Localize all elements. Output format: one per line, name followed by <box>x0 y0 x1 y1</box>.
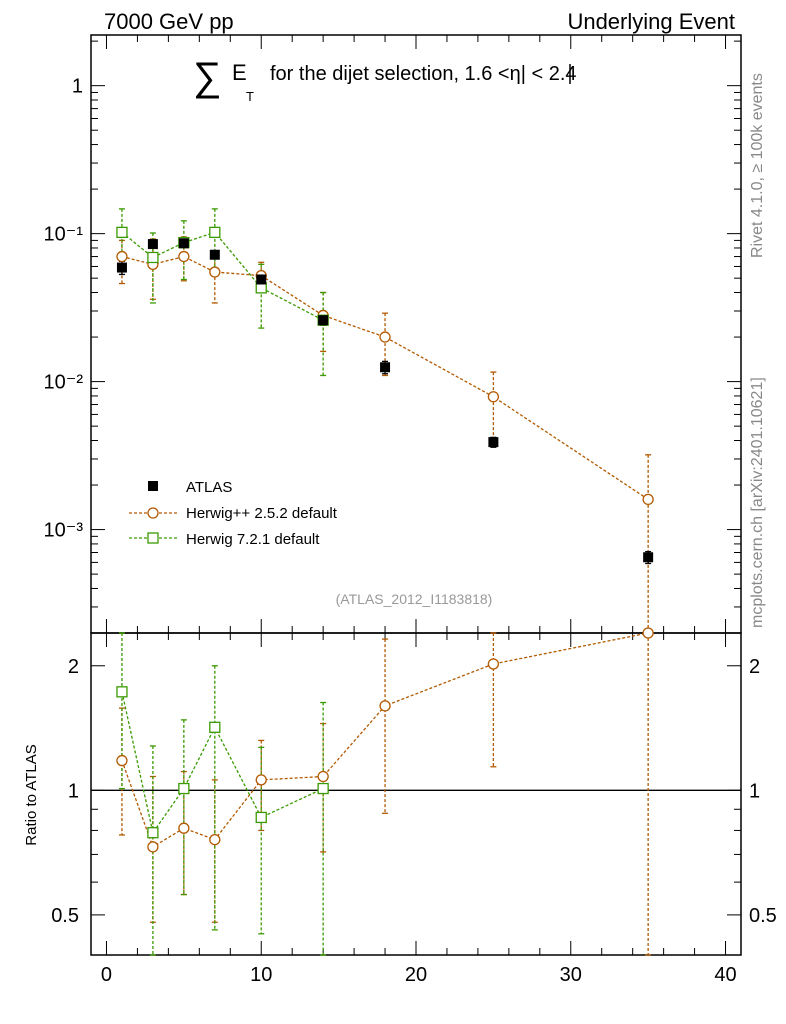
herwigpp-point <box>209 266 221 278</box>
y-tick-label: 1 <box>72 76 83 98</box>
ratio-herwigpp-point <box>178 822 190 834</box>
atlas-point <box>178 238 189 249</box>
herwig7-line <box>121 231 324 321</box>
ratio-ylabel: Ratio to ATLAS <box>23 744 40 845</box>
ratio-y-tick-label-right: 0.5 <box>749 905 777 927</box>
atlas-point <box>209 249 220 260</box>
title-t: T <box>246 89 254 104</box>
x-tick-label: 40 <box>714 964 736 986</box>
ratio-y-tick-label-left: 0.5 <box>51 905 79 927</box>
herwig7-point <box>209 226 221 239</box>
y-tick-label: 10⁻¹ <box>44 224 84 246</box>
herwigpp-point <box>178 250 190 263</box>
x-tick-label: 20 <box>405 964 427 986</box>
legend-label-herwigpp: Herwig++ 2.5.2 default <box>186 505 338 522</box>
x-tick-label: 30 <box>560 964 582 986</box>
atlas-point <box>116 262 127 273</box>
atlas-point <box>488 437 499 448</box>
legend-marker-atlas <box>148 481 158 491</box>
ratio-panel: 0 10 20 30 40 0.5 0.5 1 1 2 2 <box>51 627 777 986</box>
header-left: 7000 GeV pp <box>104 9 234 34</box>
ratio-herwigpp-point <box>317 770 329 783</box>
ratio-herwig7-point <box>209 721 221 733</box>
herwigpp-point <box>487 391 500 403</box>
atlas-point <box>147 239 158 250</box>
ratio-herwig7-point <box>255 811 267 824</box>
mcplots-label: mcplots.cern.ch [arXiv:2401.10621] <box>749 377 766 628</box>
ratio-y-tick-label-left: 1 <box>68 780 79 802</box>
herwigpp-line <box>121 255 649 500</box>
ratio-herwigpp-point <box>642 627 654 639</box>
main-panel: 1 10⁻¹ 10⁻² 10⁻³ <box>44 34 742 634</box>
rivet-label: Rivet 4.1.0, ≥ 100k events <box>749 73 766 258</box>
ratio-y-tick-label-right: 1 <box>749 780 760 802</box>
ratio-herwigpp-point <box>147 841 159 853</box>
atlas-point <box>256 274 267 285</box>
ratio-herwig7-point <box>317 782 329 795</box>
ratio-herwig7-point <box>116 686 128 698</box>
legend-marker-herwig7 <box>147 532 159 544</box>
herwigpp-point <box>379 331 391 343</box>
x-tick-label: 0 <box>101 964 112 986</box>
ratio-y-tick-label-left: 2 <box>68 656 79 678</box>
legend-marker-herwigpp <box>147 507 159 519</box>
ratio-herwig7-point <box>147 827 159 839</box>
ratio-herwigpp-point <box>487 658 500 670</box>
herwigpp-point <box>116 250 128 263</box>
ratio-herwigpp-point <box>255 774 267 786</box>
y-tick-label: 10⁻² <box>44 372 84 394</box>
header-right: Underlying Event <box>567 9 735 34</box>
atlas-point <box>380 362 391 373</box>
herwig7-point <box>116 226 128 239</box>
ratio-herwigpp-point <box>209 834 221 846</box>
ratio-herwig7-line <box>121 691 324 835</box>
analysis-id: (ATLAS_2012_I1183818) <box>336 591 493 607</box>
herwigpp-point <box>642 493 654 506</box>
ratio-herwig7-point <box>178 782 190 795</box>
legend: ATLAS Herwig++ 2.5.2 default Herwig 7.2.… <box>129 479 338 548</box>
herwig7-point <box>147 251 159 264</box>
title-e: E <box>232 60 247 85</box>
ratio-y-tick-label-right: 2 <box>749 656 760 678</box>
atlas-point <box>643 552 654 563</box>
title-sum-symbol: ∑ <box>193 55 222 99</box>
ratio-herwigpp-point <box>379 700 391 712</box>
y-tick-label: 10⁻³ <box>44 520 84 542</box>
ratio-herwigpp-point <box>116 754 128 767</box>
legend-label-atlas: ATLAS <box>186 479 232 496</box>
atlas-point <box>318 315 329 326</box>
legend-label-herwig7: Herwig 7.2.1 default <box>186 531 320 548</box>
x-tick-label: 10 <box>250 964 272 986</box>
title-text: for the dijet selection, 1.6 <η| < 2.4 <box>270 63 577 85</box>
